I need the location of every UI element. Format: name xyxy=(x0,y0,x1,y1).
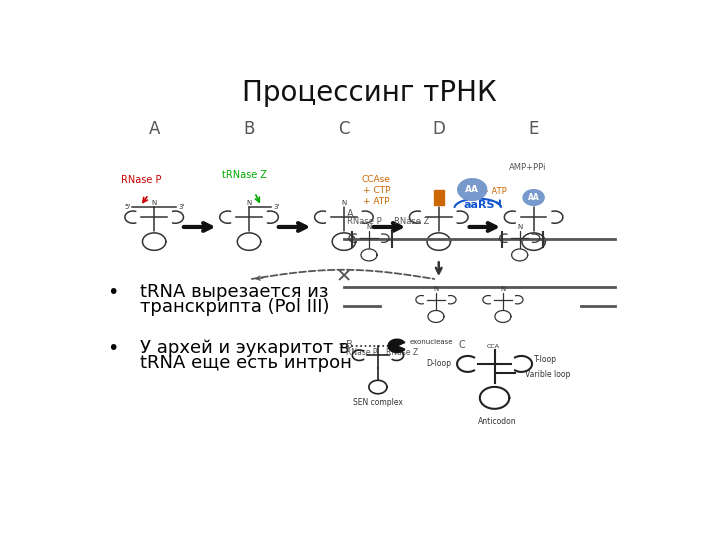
Text: SEN complex: SEN complex xyxy=(353,397,403,407)
Text: N: N xyxy=(531,200,536,206)
Text: D-loop: D-loop xyxy=(426,360,451,368)
Text: 3': 3' xyxy=(274,204,280,210)
Text: A: A xyxy=(148,120,160,138)
Text: •: • xyxy=(107,283,118,302)
Text: AA: AA xyxy=(528,193,539,202)
Text: N: N xyxy=(366,225,372,231)
Text: 5': 5' xyxy=(125,204,131,210)
Text: •: • xyxy=(107,339,118,358)
Text: N: N xyxy=(151,200,157,206)
Text: N: N xyxy=(246,200,252,206)
Text: AA: AA xyxy=(465,185,480,194)
Text: N: N xyxy=(436,200,441,206)
Text: B: B xyxy=(243,120,255,138)
Bar xyxy=(433,190,444,194)
Text: CCA: CCA xyxy=(487,345,500,349)
Text: 5': 5' xyxy=(338,343,344,349)
Text: N: N xyxy=(500,286,505,292)
Text: Процессинг тРНК: Процессинг тРНК xyxy=(242,79,496,107)
Text: + ATP: + ATP xyxy=(482,187,507,195)
Text: транскрипта (Pol III): транскрипта (Pol III) xyxy=(140,298,330,316)
Wedge shape xyxy=(388,339,405,353)
Text: N: N xyxy=(433,286,438,292)
Text: 3': 3' xyxy=(179,204,185,210)
Text: A: A xyxy=(347,208,354,219)
Text: D: D xyxy=(432,120,445,138)
Text: B: B xyxy=(346,340,352,349)
Text: У архей и эукаритот в: У архей и эукаритот в xyxy=(140,339,350,357)
Text: CCAse
+ CTP
+ ATP: CCAse + CTP + ATP xyxy=(362,175,391,206)
Text: RNase Z: RNase Z xyxy=(394,217,430,226)
Text: 3': 3' xyxy=(394,343,400,349)
Text: C: C xyxy=(338,120,350,138)
Text: aaRS: aaRS xyxy=(463,200,495,210)
Bar xyxy=(433,200,444,205)
Text: E: E xyxy=(528,120,539,138)
Text: ✕: ✕ xyxy=(336,267,352,286)
Text: AMP+PPi: AMP+PPi xyxy=(509,163,546,172)
Text: C: C xyxy=(459,340,465,349)
Text: tRNA вырезается из: tRNA вырезается из xyxy=(140,283,329,301)
Text: RNase Z: RNase Z xyxy=(386,348,418,357)
Text: RNase P: RNase P xyxy=(121,176,161,185)
Text: RNase P: RNase P xyxy=(346,348,377,357)
Bar xyxy=(433,195,444,199)
Text: RNase P: RNase P xyxy=(347,217,382,226)
Text: T-loop: T-loop xyxy=(534,355,557,364)
Circle shape xyxy=(458,179,487,200)
Text: N: N xyxy=(341,200,346,206)
Text: tRNase Z: tRNase Z xyxy=(222,170,267,180)
Text: N: N xyxy=(517,225,522,231)
Text: tRNA еще есть интрон: tRNA еще есть интрон xyxy=(140,354,352,372)
Text: Varible loop: Varible loop xyxy=(525,370,570,380)
Text: exonuclease: exonuclease xyxy=(409,339,453,345)
Circle shape xyxy=(523,190,544,205)
Text: Anticodon: Anticodon xyxy=(478,417,517,426)
